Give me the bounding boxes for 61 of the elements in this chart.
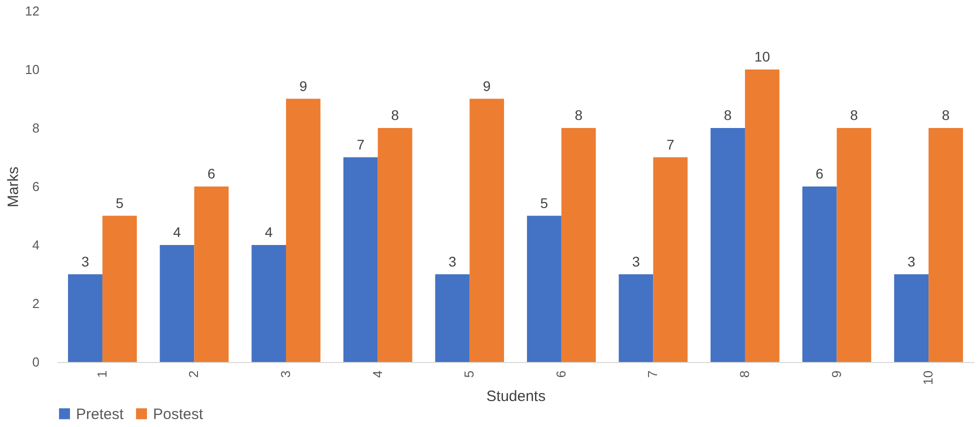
bar <box>928 128 963 362</box>
data-label: 3 <box>81 253 90 270</box>
bar <box>744 70 780 362</box>
bar <box>618 274 654 362</box>
data-label: 8 <box>850 107 858 123</box>
legend-label: Postest <box>153 406 204 423</box>
x-tick-label: 9 <box>828 370 844 378</box>
bar <box>561 128 596 362</box>
bar <box>710 128 745 362</box>
data-label: 4 <box>173 224 182 240</box>
bar <box>526 216 562 362</box>
y-tick-label: 0 <box>32 354 40 370</box>
data-label: 3 <box>448 253 456 270</box>
data-label: 8 <box>724 107 732 123</box>
data-label: 6 <box>816 166 824 182</box>
y-tick-label: 10 <box>25 62 40 77</box>
x-tick-label: 2 <box>186 370 202 378</box>
data-label: 8 <box>574 107 583 123</box>
y-tick-label: 8 <box>32 120 40 136</box>
bar <box>102 216 137 362</box>
data-label: 7 <box>666 136 674 152</box>
data-label: 3 <box>907 253 916 270</box>
x-tick-label: 4 <box>370 370 385 378</box>
bar <box>470 98 504 362</box>
y-tick-label: 6 <box>32 179 40 194</box>
bar <box>194 186 229 362</box>
bar <box>435 274 470 362</box>
y-tick-label: 12 <box>25 4 40 18</box>
data-label: 9 <box>299 78 308 94</box>
bar <box>252 245 286 362</box>
bar <box>160 245 194 362</box>
bar <box>68 274 102 362</box>
data-label: 9 <box>482 78 491 94</box>
data-label: 10 <box>754 48 770 64</box>
bar <box>802 186 837 362</box>
y-axis-title: Marks <box>5 166 22 208</box>
x-tick-label: 1 <box>94 370 110 378</box>
x-tick-label: 6 <box>553 370 568 378</box>
x-tick-label: 10 <box>920 370 936 385</box>
data-label: 8 <box>942 107 950 123</box>
bar <box>378 128 412 362</box>
bar <box>343 157 378 362</box>
bar <box>653 157 688 362</box>
bar <box>286 98 320 362</box>
data-label: 8 <box>391 107 400 123</box>
x-tick-label: 8 <box>736 370 752 378</box>
x-tick-label: 7 <box>645 370 660 378</box>
data-label: 5 <box>116 194 124 211</box>
data-label: 3 <box>632 253 640 270</box>
y-tick-label: 4 <box>32 238 40 252</box>
bar <box>894 274 929 362</box>
y-tick-label: 2 <box>32 296 40 311</box>
x-tick-label: 3 <box>278 370 294 378</box>
x-tick-label: 5 <box>462 370 477 378</box>
legend-label: Pretest <box>76 406 124 423</box>
data-label: 5 <box>540 194 548 211</box>
data-label: 7 <box>356 136 365 152</box>
data-label: 6 <box>208 166 216 182</box>
bar <box>836 128 872 362</box>
x-axis-title: Students <box>486 388 546 405</box>
data-label: 4 <box>264 224 273 240</box>
